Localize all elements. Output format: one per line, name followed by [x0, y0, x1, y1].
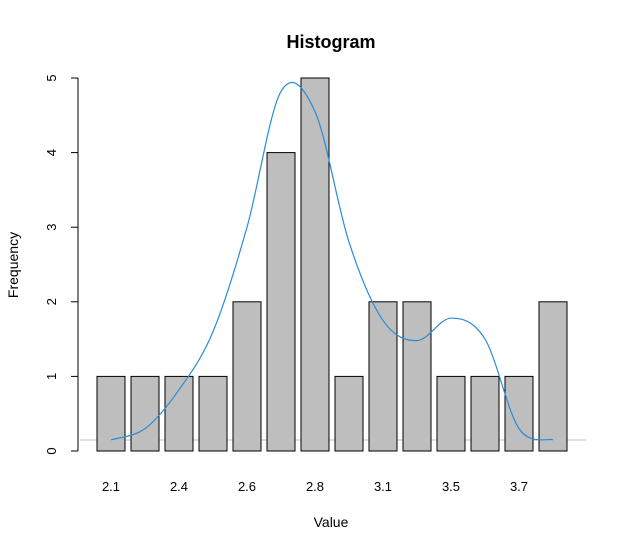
y-axis-label: Frequency [5, 232, 21, 298]
histogram-bar [198, 375, 228, 452]
histogram-bar [538, 301, 568, 452]
histogram-bar [504, 375, 534, 452]
histogram-bar [96, 375, 126, 452]
x-tick-label: 2.4 [170, 479, 188, 494]
y-tick-label: 2 [44, 298, 59, 305]
x-axis-label: Value [314, 514, 349, 530]
histogram-bar [266, 152, 296, 452]
histogram-bar [334, 375, 364, 452]
histogram-bar [164, 375, 194, 452]
histogram-bar [436, 375, 466, 452]
y-tick-label: 1 [44, 373, 59, 380]
x-tick-label: 3.7 [510, 479, 528, 494]
histogram-bar [402, 301, 432, 452]
histogram-bar [300, 77, 330, 452]
density-curve [110, 81, 554, 441]
x-tick-label: 2.1 [102, 479, 120, 494]
y-tick-label: 4 [44, 149, 59, 156]
y-tick-label: 0 [44, 447, 59, 454]
y-tick-label: 5 [44, 74, 59, 81]
chart-title: Histogram [286, 32, 375, 52]
histogram-bar [130, 375, 160, 452]
histogram-bar [232, 301, 262, 452]
x-tick-label: 2.6 [238, 479, 256, 494]
y-tick-label: 3 [44, 224, 59, 231]
histogram-bar [470, 375, 500, 452]
x-tick-label: 3.1 [374, 479, 392, 494]
histogram-bar [368, 301, 398, 452]
x-tick-label: 3.5 [442, 479, 460, 494]
x-tick-label: 2.8 [306, 479, 324, 494]
